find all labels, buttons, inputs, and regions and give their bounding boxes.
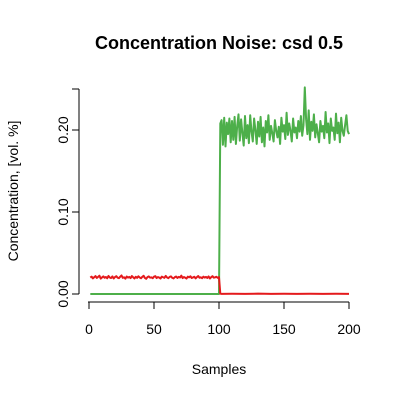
y-axis-label: Concentration, [vol. %]: [5, 121, 21, 262]
x-tick-label: 100: [207, 321, 231, 337]
x-tick-label: 200: [337, 321, 361, 337]
x-axis-ticks: 0 50 100 150 200: [85, 302, 361, 337]
y-tick-label: 0.10: [55, 198, 71, 225]
x-tick-label: 150: [272, 321, 296, 337]
x-tick-label: 0: [85, 321, 93, 337]
chart-title: Concentration Noise: csd 0.5: [95, 33, 343, 53]
series-line-2: [90, 86, 350, 295]
y-tick-label: 0.00: [55, 280, 71, 307]
x-axis-label: Samples: [192, 361, 246, 377]
series-line-1: [89, 274, 350, 295]
y-tick-label: 0.20: [55, 116, 71, 143]
plot-lines: [89, 86, 350, 295]
x-tick-label: 50: [146, 321, 162, 337]
y-axis-ticks: 0.00 0.10 0.20: [55, 88, 79, 308]
